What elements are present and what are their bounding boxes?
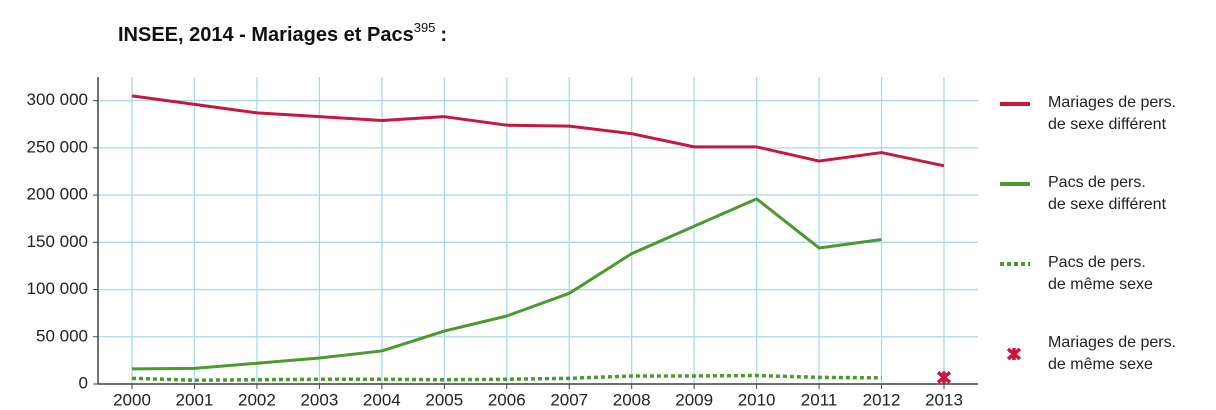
series-line bbox=[131, 373, 882, 382]
y-tick-label: 300 000 bbox=[27, 90, 88, 109]
series-line bbox=[131, 197, 882, 371]
legend-label: Mariages de pers. de même sexe bbox=[1048, 334, 1177, 373]
y-tick-label: 150 000 bbox=[27, 232, 88, 251]
x-tick-label: 2003 bbox=[300, 390, 338, 409]
title-footnote: 395 bbox=[414, 20, 436, 35]
x-tick-label: 2005 bbox=[425, 390, 463, 409]
x-tick-label: 2004 bbox=[363, 390, 401, 409]
x-tick-label: 2011 bbox=[801, 390, 838, 409]
y-tick-label: 50 000 bbox=[36, 326, 88, 345]
title-suffix: : bbox=[440, 24, 447, 46]
legend-label: Pacs de pers. de sexe différent bbox=[1048, 174, 1167, 213]
x-tick-label: 2007 bbox=[550, 390, 588, 409]
x-tick-label: 2001 bbox=[176, 390, 214, 409]
x-tick-label: 2000 bbox=[113, 390, 151, 409]
point-marker bbox=[936, 371, 952, 384]
x-tick-label: 2009 bbox=[675, 390, 713, 409]
x-tick-label: 2010 bbox=[738, 390, 776, 409]
y-tick-label: 100 000 bbox=[27, 279, 88, 298]
x-tick-label: 2008 bbox=[613, 390, 651, 409]
x-tick-label: 2006 bbox=[488, 390, 526, 409]
x-tick-label: 2013 bbox=[925, 390, 963, 409]
legend-marker bbox=[1006, 347, 1022, 361]
legend-label: Pacs de pers. de même sexe bbox=[1048, 254, 1153, 293]
chart-title: INSEE, 2014 - Mariages et Pacs bbox=[118, 24, 414, 46]
chart-title-group: INSEE, 2014 - Mariages et Pacs395: bbox=[118, 20, 447, 46]
y-tick-label: 200 000 bbox=[27, 185, 88, 204]
series-line bbox=[131, 94, 945, 168]
x-tick-label: 2012 bbox=[863, 390, 901, 409]
legend-label: Mariages de pers. de sexe différent bbox=[1048, 94, 1177, 133]
x-tick-label: 2002 bbox=[238, 390, 276, 409]
y-tick-label: 0 bbox=[79, 373, 88, 392]
y-tick-label: 250 000 bbox=[27, 137, 88, 156]
